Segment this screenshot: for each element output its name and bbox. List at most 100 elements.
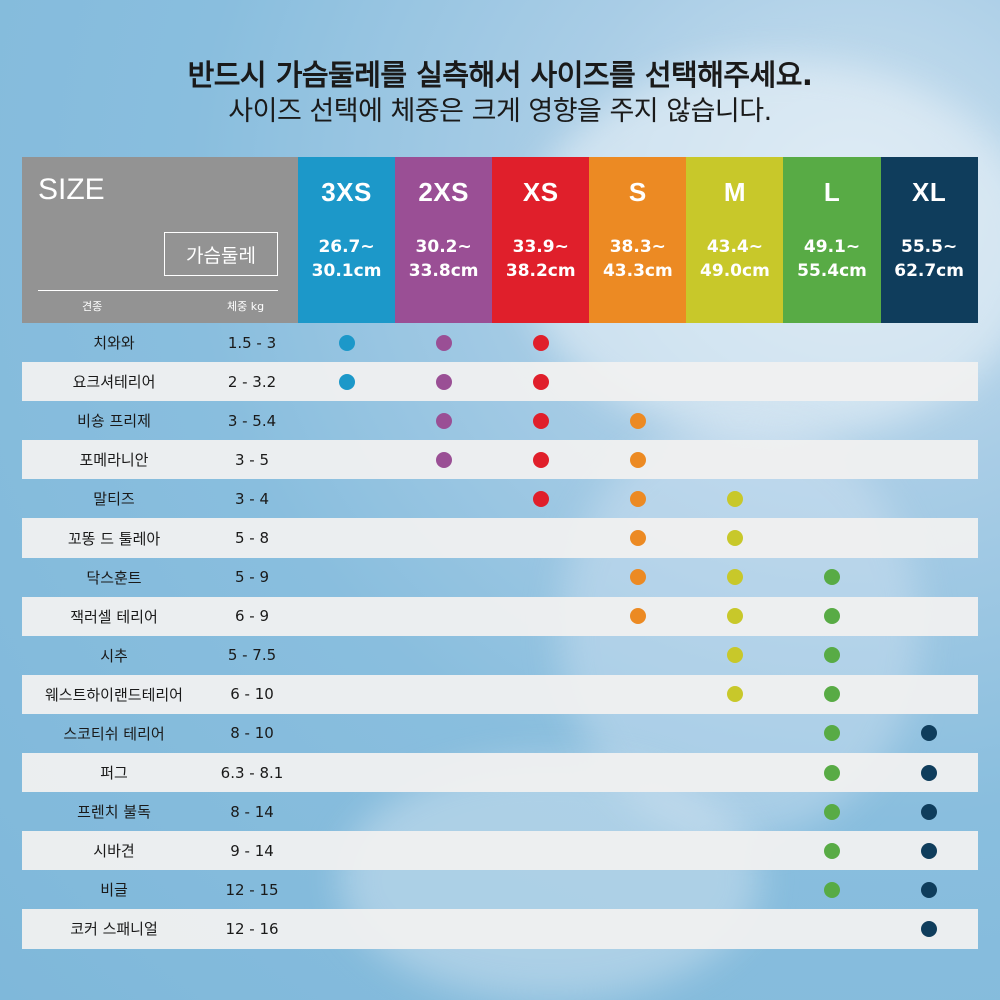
fit-cell-s <box>589 558 686 597</box>
fit-cell-m <box>686 401 783 440</box>
fit-cell-m <box>686 636 783 675</box>
chest-range-min: 49.1~ <box>803 237 861 257</box>
table-row: 꼬똥 드 툴레아 5 - 8 <box>22 518 978 558</box>
table-row: 시추 5 - 7.5 <box>22 636 978 675</box>
fit-dot <box>629 412 646 429</box>
fit-cell-xl <box>881 323 978 362</box>
breed-name: 요크셔테리어 <box>72 373 156 392</box>
fit-cell-3xs <box>298 753 395 792</box>
fit-dot <box>824 881 841 898</box>
fit-cell-xs <box>492 401 589 440</box>
chest-range-max: 49.0cm <box>700 261 770 281</box>
fit-cell-m <box>686 909 783 948</box>
fit-cell-3xs <box>298 440 395 479</box>
fit-cell-m <box>686 831 783 870</box>
fit-cell-s <box>589 362 686 401</box>
breed-name: 웨스트하이랜드테리어 <box>44 685 183 704</box>
fit-cell-s <box>589 831 686 870</box>
fit-cell-s <box>589 440 686 479</box>
breed-weight: 6 - 10 <box>230 685 274 704</box>
fit-cell-l <box>783 558 880 597</box>
fit-dot <box>532 451 549 468</box>
fit-cell-xl <box>881 558 978 597</box>
size-name: XS <box>522 177 559 207</box>
heading-secondary: 사이즈 선택에 체중은 크게 영향을 주지 않습니다. <box>228 96 772 127</box>
breed-name: 시추 <box>100 646 128 665</box>
chest-range-max: 55.4cm <box>797 261 867 281</box>
fit-cell-xs <box>492 479 589 518</box>
fit-cell-xs <box>492 597 589 636</box>
chest-range: 26.7~ 30.1cm <box>298 235 395 283</box>
breed-weight: 12 - 15 <box>225 880 279 899</box>
fit-cell-m <box>686 323 783 362</box>
fit-cell-3xs <box>298 831 395 870</box>
fit-cell-2xs <box>395 831 492 870</box>
fit-cell-s <box>589 675 686 714</box>
fit-cell-s <box>589 714 686 753</box>
fit-cell-2xs <box>395 558 492 597</box>
fit-dot <box>824 842 841 859</box>
fit-cell-xs <box>492 323 589 362</box>
fit-cell-xs <box>492 792 589 831</box>
size-column-m: M 43.4~ 49.0cm <box>686 157 784 323</box>
fit-cell-2xs <box>395 440 492 479</box>
size-column-3xs: 3XS 26.7~ 30.1cm <box>298 157 396 323</box>
size-name: 3XS <box>321 177 372 207</box>
chest-range-max: 30.1cm <box>311 261 382 281</box>
fit-dot <box>824 686 841 703</box>
fit-cell-xl <box>881 909 978 948</box>
fit-cell-s <box>589 792 686 831</box>
size-column-s: S 38.3~ 43.3cm <box>589 157 687 323</box>
fit-dot <box>921 764 938 781</box>
fit-cell-m <box>686 558 783 597</box>
weight-column-label: 체중 kg <box>227 300 265 313</box>
fit-cell-s <box>589 597 686 636</box>
fit-dot <box>435 334 452 351</box>
breed-name: 비글 <box>100 881 128 900</box>
fit-cell-l <box>783 909 880 948</box>
breed-weight: 1.5 - 3 <box>227 333 277 352</box>
fit-cell-xl <box>881 440 978 479</box>
chest-range-min: 33.9~ <box>512 237 569 257</box>
chest-range: 33.9~ 38.2cm <box>492 235 589 283</box>
fit-cell-3xs <box>298 479 395 518</box>
fit-cell-xl <box>881 636 978 675</box>
fit-cell-2xs <box>395 401 492 440</box>
fit-dot <box>629 569 646 586</box>
chest-range-min: 26.7~ <box>318 237 375 257</box>
fit-cell-l <box>783 870 880 909</box>
table-row: 스코티쉬 테리어 8 - 10 <box>22 714 978 753</box>
fit-cell-3xs <box>298 519 395 558</box>
fit-cell-xl <box>881 597 978 636</box>
heading-primary: 반드시 가슴둘레를 실측해서 사이즈를 선택해주세요. <box>187 58 813 92</box>
fit-cell-l <box>783 792 880 831</box>
chest-range: 43.4~ 49.0cm <box>686 235 783 283</box>
breed-weight: 5 - 9 <box>234 568 270 587</box>
fit-cell-l <box>783 714 880 753</box>
breed-name: 잭러셀 테리어 <box>70 607 158 626</box>
fit-dot <box>921 803 938 820</box>
chest-range-min: 30.2~ <box>415 237 472 257</box>
size-name: XL <box>911 177 947 207</box>
breed-name: 꼬똥 드 툴레아 <box>67 529 161 548</box>
fit-dot <box>824 569 841 586</box>
fit-dot <box>532 373 549 390</box>
breed-weight: 3 - 4 <box>234 489 270 508</box>
table-row: 치와와 1.5 - 3 <box>22 323 978 362</box>
table-row: 잭러셀 테리어 6 - 9 <box>22 596 978 636</box>
fit-cell-xl <box>881 519 978 558</box>
size-chart: SIZE 가슴둘레 견종 체중 kg 3XS 26.7~ 30.1cm 2XS 30.2… <box>22 157 978 949</box>
fit-cell-3xs <box>298 675 395 714</box>
size-title: SIZE <box>38 173 105 206</box>
fit-cell-m <box>686 870 783 909</box>
fit-cell-l <box>783 675 880 714</box>
chest-range: 49.1~ 55.4cm <box>783 235 880 283</box>
fit-cell-2xs <box>395 675 492 714</box>
fit-cell-3xs <box>298 597 395 636</box>
breed-weight: 3 - 5.4 <box>227 411 277 430</box>
breed-name: 코커 스패니얼 <box>70 920 158 939</box>
breed-name: 말티즈 <box>93 490 135 509</box>
chest-label: 가슴둘레 <box>164 232 278 276</box>
fit-dot <box>824 803 841 820</box>
fit-cell-s <box>589 479 686 518</box>
